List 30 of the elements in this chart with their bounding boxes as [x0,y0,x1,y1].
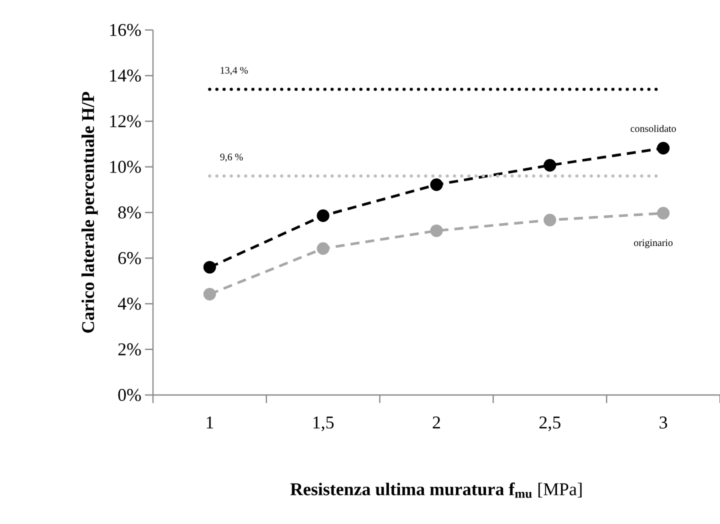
y-tick-label: 8% [118,206,141,219]
y-tick-label: 10% [110,160,141,173]
point [544,214,556,226]
text: originario [634,239,673,248]
x-tick-label: 2 [432,416,440,428]
ref-line-label: 9,6 % [220,154,243,162]
point [430,224,443,238]
point [544,158,556,172]
point [657,142,670,154]
y-axis-title: Carico laterale percentuale H/P [82,92,98,333]
y-tick-label: 12% [110,115,141,128]
text: Resistenza ultima muratura f$_{mu}$ [MPa] [290,482,582,498]
ref-line-label: 13,4 % [220,66,248,76]
y-tick-label: 16% [110,24,141,36]
y-tick-label: 2% [118,343,141,356]
series-label: consolidato [630,124,676,132]
x-tick-label: 3 [660,416,668,429]
y-tick-label: 0% [118,388,141,402]
x-tick-label: 1 [206,416,214,428]
point [203,260,216,274]
x-tick-label: 1,5 [313,416,334,432]
x-tick-label: 2,5 [539,416,560,432]
y-tick-label: 6% [118,252,141,264]
point [316,242,330,255]
point [316,209,330,222]
y-tick-label: 14% [110,70,141,82]
point [430,178,443,191]
y-tick-label: 4% [118,298,141,310]
point [203,288,216,300]
point [657,206,670,220]
